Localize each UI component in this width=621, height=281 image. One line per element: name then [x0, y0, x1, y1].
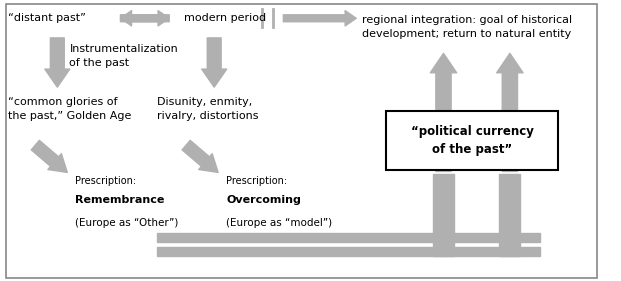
- FancyArrowPatch shape: [182, 140, 218, 173]
- FancyArrowPatch shape: [283, 11, 356, 26]
- Text: “distant past”: “distant past”: [9, 13, 86, 23]
- Bar: [499, 174, 520, 256]
- Text: Disunity, enmity,
rivalry, distortions: Disunity, enmity, rivalry, distortions: [157, 97, 258, 121]
- Text: “political currency
of the past”: “political currency of the past”: [410, 125, 533, 156]
- FancyBboxPatch shape: [386, 111, 558, 170]
- FancyArrowPatch shape: [45, 38, 70, 87]
- Text: (Europe as “model”): (Europe as “model”): [226, 218, 332, 228]
- Text: regional integration: goal of historical
development; return to natural entity: regional integration: goal of historical…: [362, 15, 572, 39]
- Bar: [433, 174, 454, 256]
- FancyArrowPatch shape: [430, 53, 456, 171]
- Text: “common glories of
the past,” Golden Age: “common glories of the past,” Golden Age: [9, 97, 132, 121]
- Text: Instrumentalization
of the past: Instrumentalization of the past: [70, 44, 178, 68]
- Text: Prescription:: Prescription:: [75, 176, 137, 186]
- Text: Prescription:: Prescription:: [226, 176, 288, 186]
- Text: Remembrance: Remembrance: [75, 195, 165, 205]
- Bar: [157, 247, 540, 256]
- Text: modern period: modern period: [184, 13, 266, 23]
- Text: Overcoming: Overcoming: [226, 195, 301, 205]
- FancyArrowPatch shape: [120, 11, 169, 26]
- Bar: [157, 233, 540, 242]
- FancyArrowPatch shape: [497, 53, 523, 171]
- FancyArrowPatch shape: [120, 11, 169, 26]
- FancyArrowPatch shape: [202, 38, 227, 87]
- FancyArrowPatch shape: [31, 140, 67, 173]
- Text: (Europe as “Other”): (Europe as “Other”): [75, 218, 179, 228]
